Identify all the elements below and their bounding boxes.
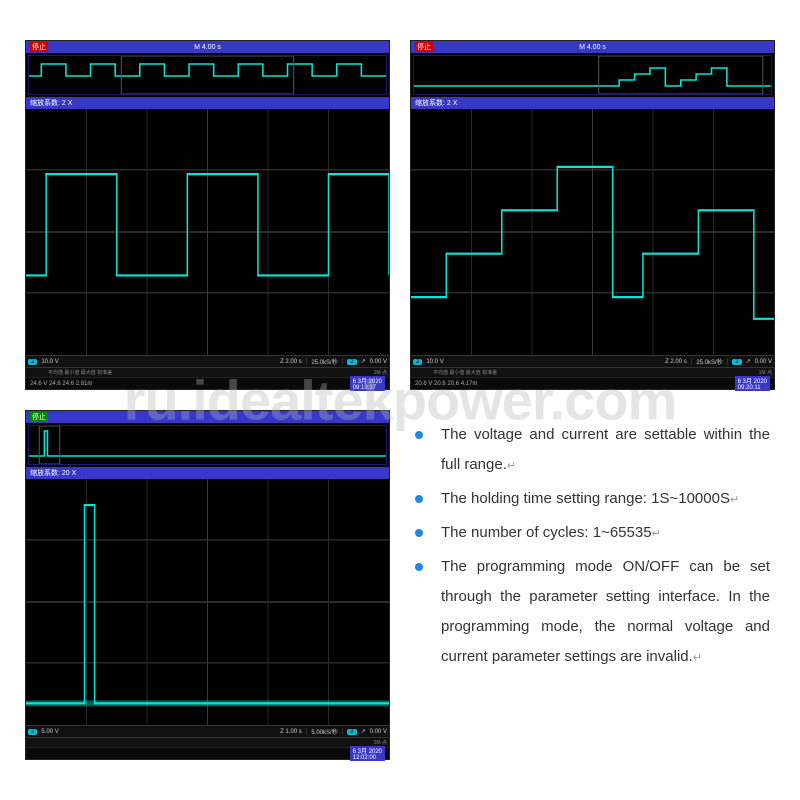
trig-level: 0.00 V <box>755 359 772 365</box>
record-points: 1M 点 <box>759 369 772 376</box>
timestamp: 6 3月 202009:19:37 <box>350 376 385 391</box>
meas-labels: 平均值 最小值 最大值 标准差 <box>48 369 112 376</box>
feature-item: The voltage and current are settable wit… <box>415 420 770 480</box>
zoom-label: 缩放系数: 2 X <box>415 98 457 108</box>
feature-item: The programming mode ON/OFF can be set t… <box>415 552 770 672</box>
zoom-region-indicator <box>599 56 763 94</box>
scope-timebase-bar: 停止 M 4.00 s <box>26 41 389 53</box>
zoom-label: 缩放系数: 2 X <box>30 98 72 108</box>
feature-text: The programming mode ON/OFF can be set t… <box>441 552 770 672</box>
sample-rate: 25.0kS/秒 <box>696 357 722 366</box>
trig-badge: 2 <box>347 729 356 735</box>
bullet-icon <box>415 495 423 503</box>
scope-preview-window <box>413 55 772 95</box>
timebase-label: M 4.00 s <box>579 44 606 51</box>
bullet-icon <box>415 431 423 439</box>
page-container: 停止 M 4.00 s 缩放系数: 2 X <box>0 0 800 800</box>
measurement-values: 20.6 V 20.6 20.6 4.17m <box>415 381 477 387</box>
record-points: 1M 点 <box>374 739 387 746</box>
scope-main-display <box>411 109 774 355</box>
zoom-timebase: Z 2.00 s <box>280 359 302 365</box>
meas-labels: 平均值 最小值 最大值 标准差 <box>433 369 497 376</box>
zoom-timebase: Z 1.00 s <box>280 729 302 735</box>
sample-rate: 25.0kS/秒 <box>311 357 337 366</box>
scope-info-panel: 2 5.00 V Z 1.00 s | 5.00kS/秒 | 2 ↗ 0.00 … <box>26 725 389 759</box>
timebase-label: M 4.00 s <box>194 44 221 51</box>
oscilloscope-pulse: 停止 缩放系数: 20 X <box>25 410 390 760</box>
preview-trace <box>29 64 386 76</box>
zoom-timebase: Z 2.00 s <box>665 359 687 365</box>
sample-rate: 5.00kS/秒 <box>311 727 337 736</box>
stop-indicator: 停止 <box>30 42 48 52</box>
scope-preview-window <box>28 425 387 465</box>
graticule <box>411 109 774 355</box>
vdiv-value: 10.0 V <box>426 359 443 365</box>
feature-list: The voltage and current are settable wit… <box>410 410 775 760</box>
channel-badge: 2 <box>413 359 422 365</box>
zoom-region-indicator <box>39 426 60 464</box>
preview-trace <box>29 431 386 456</box>
oscilloscope-square-wave: 停止 M 4.00 s 缩放系数: 2 X <box>25 40 390 390</box>
graticule <box>26 479 389 725</box>
scope-main-display <box>26 109 389 355</box>
feature-text: The number of cycles: 1~65535↵ <box>441 518 770 548</box>
timestamp: 6 3月 202009:20:11 <box>735 376 770 391</box>
record-points: 1M 点 <box>374 369 387 376</box>
scope-preview-window <box>28 55 387 95</box>
oscilloscope-staircase: 停止 M 4.00 s 缩放系数: 2 X <box>410 40 775 390</box>
trig-slope-icon: ↗ <box>361 358 366 365</box>
zoom-label: 缩放系数: 20 X <box>30 468 76 478</box>
scope-timebase-bar: 停止 <box>26 411 389 423</box>
measurement-values: 24.6 V 24.6 24.6 2.81m <box>30 381 92 387</box>
trig-level: 0.00 V <box>370 729 387 735</box>
scope-info-panel: 2 10.0 V Z 2.00 s | 25.0kS/秒 | 2 ↗ 0.00 … <box>26 355 389 389</box>
vdiv-value: 5.00 V <box>41 729 58 735</box>
zoom-region-indicator <box>121 56 293 94</box>
stop-indicator: 停止 <box>30 412 48 422</box>
trig-badge: 2 <box>347 359 356 365</box>
vdiv-value: 10.0 V <box>41 359 58 365</box>
trig-badge: 2 <box>732 359 741 365</box>
graticule <box>26 109 389 355</box>
scope-timebase-bar: 停止 M 4.00 s <box>411 41 774 53</box>
timestamp: 6 3月 202012:02:00 <box>350 746 385 761</box>
trig-level: 0.00 V <box>370 359 387 365</box>
channel-badge: 2 <box>28 729 37 735</box>
feature-text: The voltage and current are settable wit… <box>441 420 770 480</box>
trig-slope-icon: ↗ <box>746 358 751 365</box>
feature-item: The holding time setting range: 1S~10000… <box>415 484 770 514</box>
scope-info-panel: 2 10.0 V Z 2.00 s | 25.0kS/秒 | 2 ↗ 0.00 … <box>411 355 774 389</box>
zoom-factor-bar: 缩放系数: 20 X <box>26 467 389 479</box>
feature-text: The holding time setting range: 1S~10000… <box>441 484 770 514</box>
layout-grid: 停止 M 4.00 s 缩放系数: 2 X <box>25 40 775 760</box>
zoom-factor-bar: 缩放系数: 2 X <box>411 97 774 109</box>
bullet-icon <box>415 529 423 537</box>
scope-main-display <box>26 479 389 725</box>
channel-badge: 2 <box>28 359 37 365</box>
bullet-icon <box>415 563 423 571</box>
zoom-factor-bar: 缩放系数: 2 X <box>26 97 389 109</box>
stop-indicator: 停止 <box>415 42 433 52</box>
preview-trace <box>414 68 771 86</box>
trig-slope-icon: ↗ <box>361 728 366 735</box>
feature-item: The number of cycles: 1~65535↵ <box>415 518 770 548</box>
